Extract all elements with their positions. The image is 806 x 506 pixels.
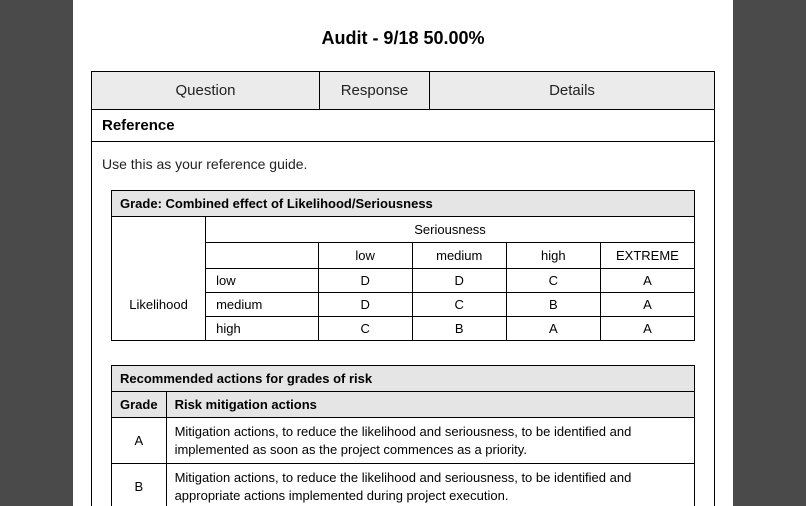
column-header-question: Question [92,72,320,109]
likelihood-header: Likelihood [112,269,206,341]
cell-0-0: D [318,269,412,293]
risk-grade-0: A [112,418,167,464]
risk-action-0: Mitigation actions, to reduce the likeli… [166,418,694,464]
cell-1-0: D [318,293,412,317]
risk-action-1: Mitigation actions, to reduce the likeli… [166,464,694,506]
cell-2-0: C [318,317,412,341]
cell-2-3: A [600,317,694,341]
grade-table-corner [112,217,206,269]
page-title: Audit - 9/18 50.00% [91,0,715,71]
seriousness-header: Seriousness [206,217,695,243]
intro-text: Use this as your reference guide. [102,156,704,172]
main-frame: Question Response Details Reference Use … [91,71,715,506]
cell-2-1: B [412,317,506,341]
col-header-2: high [506,243,600,269]
cell-2-2: A [506,317,600,341]
col-header-3: EXTREME [600,243,694,269]
grade-table: Grade: Combined effect of Likelihood/Ser… [111,190,695,341]
column-header-details: Details [430,72,714,109]
cell-0-2: C [506,269,600,293]
risk-grade-1: B [112,464,167,506]
cell-0-3: A [600,269,694,293]
column-header-response: Response [320,72,430,109]
cell-1-2: B [506,293,600,317]
cell-1-1: C [412,293,506,317]
column-header-row: Question Response Details [92,72,714,109]
cell-0-1: D [412,269,506,293]
section-heading: Reference [92,109,714,142]
risk-col-actions: Risk mitigation actions [166,392,694,418]
risk-table: Recommended actions for grades of risk G… [111,365,695,506]
col-header-1: medium [412,243,506,269]
row-label-1: medium [206,293,319,317]
row-label-2: high [206,317,319,341]
col-header-0: low [318,243,412,269]
cell-1-3: A [600,293,694,317]
grade-table-spacer [206,243,319,269]
row-label-0: low [206,269,319,293]
page: Audit - 9/18 50.00% Question Response De… [73,0,733,506]
body-area: Use this as your reference guide. Grade:… [92,142,714,506]
risk-table-title: Recommended actions for grades of risk [112,366,695,392]
risk-col-grade: Grade [112,392,167,418]
grade-table-title: Grade: Combined effect of Likelihood/Ser… [112,191,695,217]
